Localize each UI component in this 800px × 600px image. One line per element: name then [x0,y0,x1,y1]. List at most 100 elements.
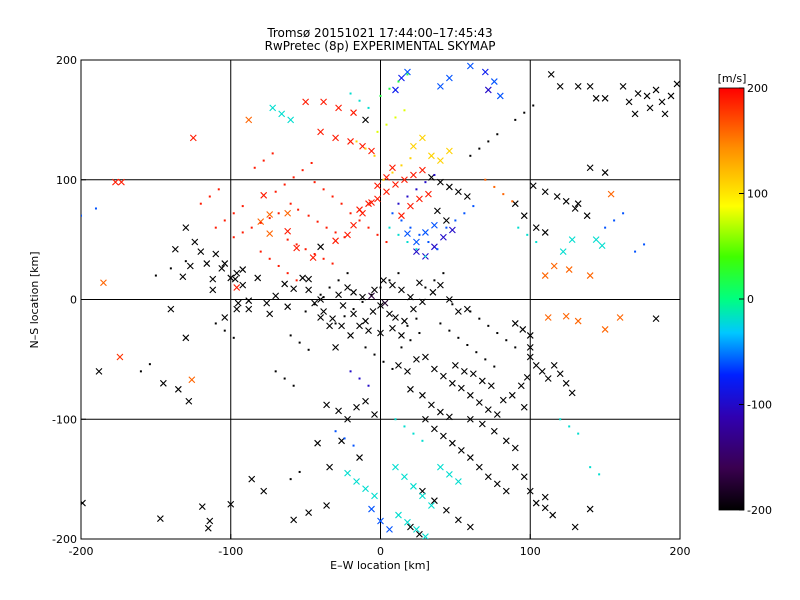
data-point-dot [241,205,244,208]
data-point-dot [358,377,361,380]
data-point-x [463,193,471,200]
data-point-x [167,305,175,313]
data-point-x [362,116,369,124]
data-point-dot [457,336,460,339]
data-point-x [466,415,474,423]
data-point-dot [400,219,403,222]
data-point-x [389,164,396,172]
data-point-x [401,473,408,481]
colorbar-tick-label: 100 [747,188,768,201]
data-point-x [416,530,423,538]
data-point-dot [274,190,277,193]
data-point-x [278,110,286,118]
data-point-x [658,98,666,106]
data-point-dot [376,130,379,133]
data-point-dot [577,432,580,435]
data-point-x [550,262,558,270]
data-point-dot [328,286,331,289]
data-point-x [460,367,468,375]
x-tick-label: -200 [69,545,94,558]
data-point-x [437,157,444,164]
data-point-dot [484,358,487,361]
data-point-x [245,305,253,313]
data-point-dot [643,243,646,246]
data-point-dot [397,202,400,205]
data-point-x [437,463,444,471]
data-point-x [413,248,420,255]
data-point-x [350,288,357,296]
data-point-dot [589,466,592,469]
data-point-x [359,293,366,301]
data-point-x [481,68,489,76]
data-point-dot [355,140,358,143]
data-point-dot [349,370,352,373]
data-point-dot [298,341,301,344]
data-point-dot [502,193,505,196]
data-points [81,62,680,539]
data-point-x [369,308,377,315]
data-point-x [212,250,220,258]
data-point-x [347,138,354,145]
data-point-x [266,211,274,218]
data-point-x [218,264,226,272]
data-point-dot [367,226,370,229]
data-point-x [553,193,561,200]
data-point-x [541,504,549,512]
data-point-dot [223,329,226,332]
data-point-x [350,109,357,117]
data-point-x [443,217,450,224]
data-point-dot [361,300,364,303]
data-point-x [332,344,339,351]
data-point-x [95,367,103,375]
data-point-dot [295,243,298,246]
data-point-x [466,391,474,399]
data-point-x [429,288,437,296]
data-point-dot [493,365,496,368]
data-point-dot [292,384,295,387]
x-tick-label: 200 [670,545,691,558]
data-point-dot [313,252,316,255]
data-point-x [284,303,292,311]
data-point-dot [496,133,499,136]
data-point-dot [514,118,517,121]
data-point-x [499,396,507,404]
data-point-dot [535,241,538,244]
data-point-dot [622,212,625,215]
data-point-x [386,310,393,318]
scatter-plot-area: -200 -100 0 100 200 -200 -100 0 100 200 [52,54,690,558]
data-point-x [559,248,567,255]
data-point-dot [199,202,202,205]
data-point-x [159,379,167,387]
data-point-x [413,238,420,246]
data-point-dot [322,296,325,299]
data-point-dot [154,274,157,277]
data-point-x [631,110,639,118]
data-point-dot [289,478,292,481]
data-point-dot [298,470,301,473]
data-point-x [362,397,369,405]
data-point-dot [418,233,421,236]
data-point-x [487,382,495,390]
data-point-x [377,329,384,337]
data-point-x [380,276,387,284]
data-point-dot [475,351,478,354]
data-point-x [281,280,289,288]
data-point-dot [478,147,481,150]
data-point-x [431,497,438,505]
data-point-dot [514,346,517,349]
data-point-dot [349,92,352,95]
data-point-x [410,305,417,313]
data-point-dot [394,116,397,119]
data-point-x [422,353,429,361]
data-point-dot [487,324,490,327]
data-point-dot [352,308,355,311]
data-point-dot [532,104,535,107]
colorbar-tick-label: -200 [747,504,772,517]
data-point-dot [307,214,310,217]
data-point-x [404,518,411,526]
data-point-dot [286,272,289,275]
data-point-x [257,218,265,226]
data-point-dot [598,473,601,476]
data-point-x [317,243,324,251]
data-point-x [422,229,429,236]
